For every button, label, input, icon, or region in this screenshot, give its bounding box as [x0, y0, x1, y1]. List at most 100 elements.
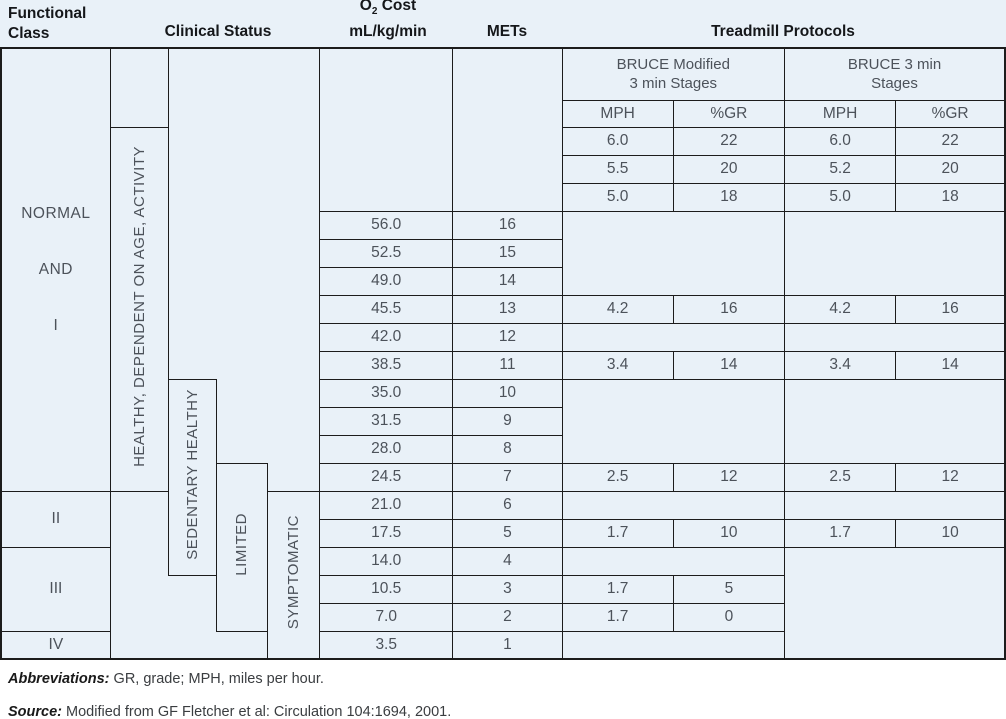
mets-value-cell: 8 — [452, 434, 563, 464]
bm-mph-cell: 5.0 — [561, 182, 674, 212]
o2-subscript: 2 — [371, 6, 378, 17]
o2-value-cell: 45.5 — [319, 294, 454, 324]
b3-blank-cell — [783, 322, 1006, 352]
source-label: Source: — [8, 704, 62, 719]
table-row: 5.5 20 5.2 20 — [1, 154, 1006, 184]
table-row: 28.0 8 — [1, 434, 1005, 464]
source-text: Modified from GF Fletcher et al: Circula… — [62, 704, 452, 719]
o2-value-cell: 42.0 — [319, 322, 454, 352]
bruce-modified-title-line2: 3 min Stages — [629, 75, 718, 93]
mets-value-cell: 14 — [452, 266, 563, 296]
o2-value-cell: 7.0 — [319, 602, 454, 632]
bm-gr-cell: 18 — [672, 182, 785, 212]
symptomatic-bar-label: SYMPTOMATIC — [285, 515, 303, 630]
b3-mph-cell: 2.5 — [783, 462, 897, 492]
b3-gr-cell: 12 — [895, 462, 1006, 492]
clinical-status-space — [268, 48, 320, 491]
table-header-band: Functional Class Clinical Status O2 Cost… — [0, 0, 1006, 47]
bm-blank-cell — [561, 546, 785, 576]
b3-gr-cell: 20 — [895, 154, 1006, 184]
table-row: III 14.0 4 — [0, 546, 1006, 660]
table-row: IV 3.5 1 — [0, 630, 1005, 660]
mets-value-cell: 5 — [452, 518, 563, 548]
normal-line: NORMAL — [21, 204, 91, 222]
o2-value-cell: 14.0 — [319, 546, 454, 576]
o2-value-cell: 21.0 — [319, 490, 454, 520]
bm-gr-cell: 5 — [672, 574, 785, 604]
clinical-status-space — [110, 491, 168, 659]
o2-value-cell: 38.5 — [319, 350, 454, 380]
table-row: MPH %GR MPH %GR — [1, 99, 1006, 128]
o2-cost-header-line2: mL/kg/min — [349, 23, 427, 40]
sedentary-bar-cell: SEDENTARY HEALTHY — [167, 378, 217, 576]
b3-blank-cell — [783, 546, 1006, 660]
b3-blank-cell — [783, 210, 1006, 296]
o2-value-cell: 52.5 — [319, 238, 454, 268]
b3-mph-cell: 1.7 — [783, 518, 897, 548]
exercise-protocol-table: NORMAL AND I BRUCE Modified 3 min Stages… — [0, 47, 1006, 660]
bm-gr-cell: 20 — [672, 154, 785, 184]
functional-class-header: Functional Class — [8, 4, 86, 44]
o2-cost-header-line1: O2 Cost — [349, 0, 427, 22]
b3-mph-cell: 5.0 — [783, 182, 897, 212]
table-row: 42.0 12 — [1, 322, 1006, 352]
mets-value-cell: 10 — [452, 378, 563, 408]
mets-header: METs — [486, 23, 528, 40]
source-note: Source: Modified from GF Fletcher et al:… — [8, 704, 1006, 719]
bm-mph-cell: 1.7 — [561, 518, 674, 548]
bm-blank-cell — [561, 210, 785, 296]
bm-gr-header-cell: %GR — [672, 99, 785, 128]
o2-value-cell: 3.5 — [319, 630, 454, 660]
abbreviations-label: Abbreviations: — [8, 671, 110, 687]
limited-bar-cell: LIMITED — [215, 462, 269, 632]
functional-class-header-line2: Class — [8, 25, 50, 42]
b3-gr-cell: 18 — [895, 182, 1006, 212]
mets-value-cell: 1 — [452, 630, 563, 660]
clinical-status-space — [168, 48, 216, 379]
bm-mph-cell: 1.7 — [561, 574, 674, 604]
table-row: 7.0 2 1.7 0 — [1, 602, 1005, 632]
mets-value-cell: 15 — [452, 238, 563, 268]
bm-mph-cell: 6.0 — [561, 126, 674, 156]
bm-mph-cell: 5.5 — [561, 154, 674, 184]
o2-cost-word: Cost — [377, 0, 417, 14]
b3-gr-cell: 10 — [895, 518, 1006, 548]
table-row: NORMAL AND I BRUCE Modified 3 min Stages… — [0, 47, 1006, 492]
o2-empty-cell — [319, 47, 454, 212]
healthy-bar-cell: HEALTHY, DEPENDENT ON AGE, ACTIVITY — [109, 126, 169, 492]
functional-class-normal-label: NORMAL AND I — [2, 186, 109, 354]
bm-mph-cell: 2.5 — [561, 462, 674, 492]
o2-value-cell: 56.0 — [319, 210, 454, 240]
o2-value-cell: 10.5 — [319, 574, 454, 604]
table-row: 56.0 16 — [1, 210, 1006, 296]
bm-blank-cell — [561, 378, 785, 464]
b3-gr-header-cell: %GR — [895, 99, 1006, 128]
bm-blank-cell — [561, 630, 785, 660]
o2-value-cell: 28.0 — [319, 434, 454, 464]
healthy-bar-label: HEALTHY, DEPENDENT ON AGE, ACTIVITY — [130, 146, 148, 467]
bm-gr-cell: 16 — [672, 294, 785, 324]
mets-value-cell: 2 — [452, 602, 563, 632]
sedentary-bar-label: SEDENTARY HEALTHY — [183, 389, 201, 560]
b3-mph-cell: 3.4 — [783, 350, 897, 380]
o2-value-cell: 49.0 — [319, 266, 454, 296]
bm-mph-header-cell: MPH — [561, 99, 674, 128]
bm-gr-cell: 0 — [672, 602, 785, 632]
limited-bar-label: LIMITED — [233, 513, 251, 576]
figure-footnotes: Abbreviations: GR, grade; MPH, miles per… — [0, 660, 1006, 719]
functional-class-ii-cell: II — [0, 490, 111, 548]
symptomatic-bar-cell: SYMPTOMATIC — [266, 490, 321, 660]
functional-class-iv-cell: IV — [0, 630, 111, 660]
bruce-3min-title-line2: Stages — [871, 75, 918, 93]
o2-cost-header: O2 Cost mL/kg/min — [349, 0, 427, 42]
bruce-modified-title-line1: BRUCE Modified — [616, 56, 730, 74]
clinical-status-space — [216, 631, 267, 659]
and-line: AND — [38, 260, 73, 278]
table-row: SEDENTARY HEALTHY 35.0 10 — [1, 378, 1006, 576]
b3-mph-header-cell: MPH — [783, 99, 897, 128]
bruce-modified-header-cell: BRUCE Modified 3 min Stages — [561, 47, 785, 101]
clinical-status-header: Clinical Status — [164, 23, 272, 40]
mets-value-cell: 7 — [452, 462, 563, 492]
bm-gr-cell: 12 — [672, 462, 785, 492]
o2-symbol: O — [359, 0, 372, 14]
